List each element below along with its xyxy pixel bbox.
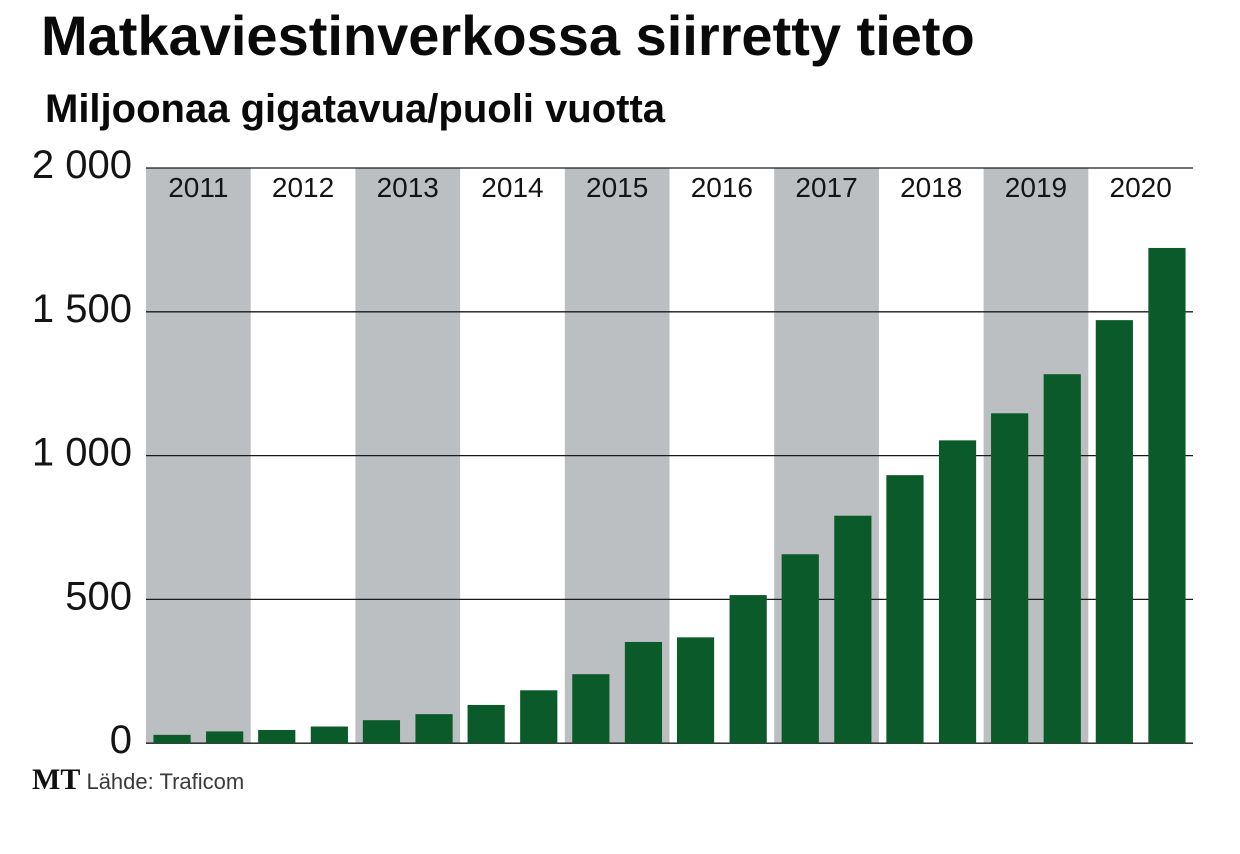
svg-text:2012: 2012 — [272, 172, 334, 203]
svg-text:2019: 2019 — [1005, 172, 1067, 203]
svg-text:1 000: 1 000 — [32, 431, 132, 475]
svg-text:2020: 2020 — [1110, 172, 1172, 203]
svg-text:2015: 2015 — [586, 172, 648, 203]
svg-text:2014: 2014 — [481, 172, 543, 203]
svg-text:2011: 2011 — [168, 172, 228, 203]
svg-text:1 500: 1 500 — [32, 287, 132, 331]
svg-text:2016: 2016 — [691, 172, 753, 203]
svg-text:2017: 2017 — [795, 172, 857, 203]
svg-text:0: 0 — [110, 718, 132, 762]
svg-text:500: 500 — [65, 574, 132, 618]
svg-text:2018: 2018 — [900, 172, 962, 203]
svg-text:2 000: 2 000 — [32, 143, 132, 187]
svg-text:2013: 2013 — [377, 172, 439, 203]
